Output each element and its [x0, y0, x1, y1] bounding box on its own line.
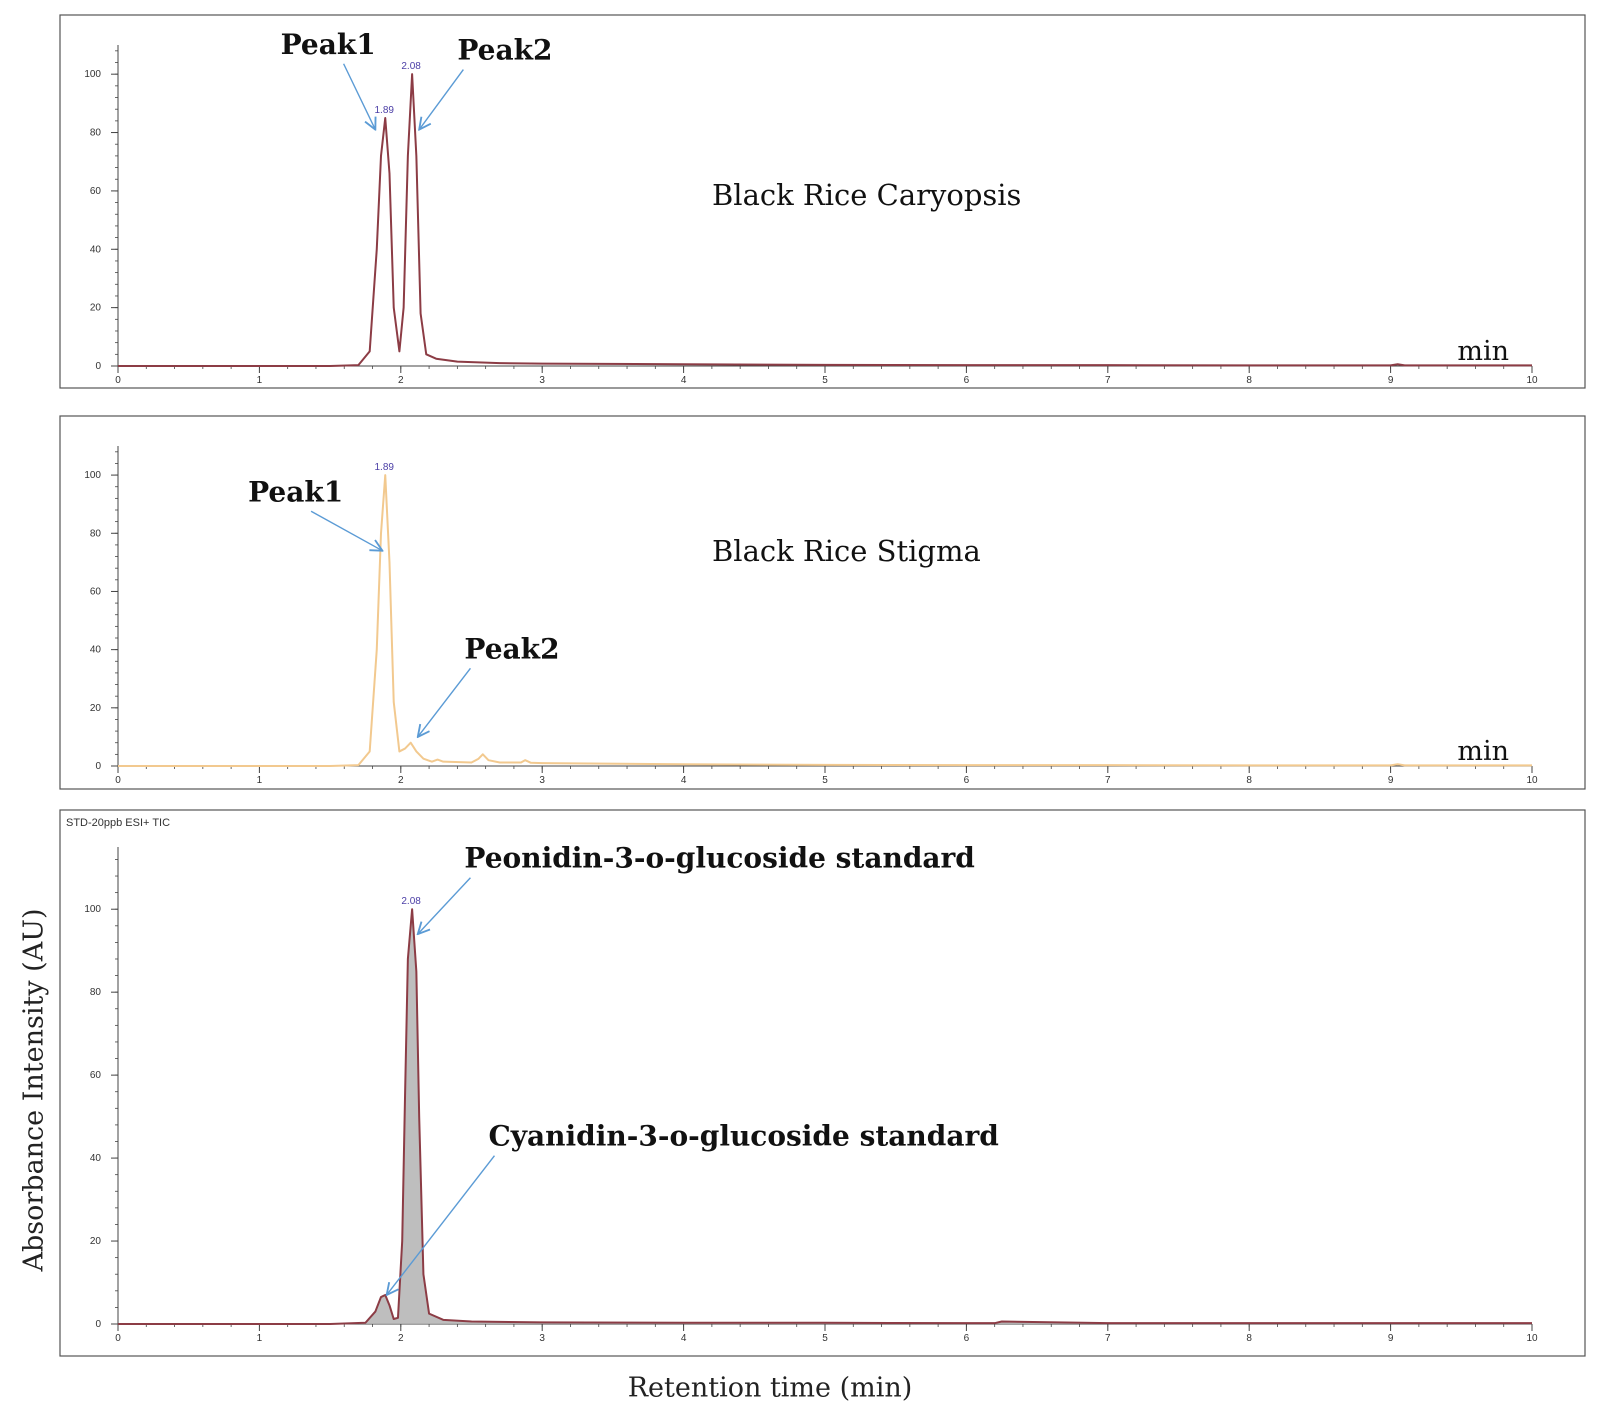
panel-frame — [59, 14, 1586, 389]
y-tick-label: 20 — [90, 1236, 102, 1247]
y-tick-label: 0 — [95, 1319, 101, 1330]
x-tick-label: 7 — [1105, 775, 1111, 786]
x-tick-label: 2 — [398, 775, 404, 786]
y-tick-label: 20 — [90, 303, 102, 314]
x-tick-label: 5 — [822, 375, 828, 386]
annotation-arrow — [419, 69, 464, 130]
y-tick-label: 100 — [84, 69, 101, 80]
panel-title: Black Rice Caryopsis — [712, 178, 1021, 212]
x-tick-label: 2 — [398, 375, 404, 386]
x-tick-label: 10 — [1526, 1333, 1538, 1344]
y-tick-label: 20 — [90, 703, 102, 714]
x-tick-label: 1 — [257, 775, 263, 786]
annotation-arrow — [418, 877, 471, 934]
panel-frame — [59, 415, 1586, 790]
y-tick-label: 80 — [90, 987, 102, 998]
y-tick-label: 0 — [95, 761, 101, 772]
x-tick-label: 1 — [257, 1333, 263, 1344]
peak-rt-label: 1.89 — [375, 105, 395, 116]
x-tick-label: 2 — [398, 1333, 404, 1344]
y-tick-label: 40 — [90, 645, 102, 656]
panel-3: 0 1 2 3 4 5 6 7 8 9 100204060801002.08Peonidin-3-o… — [59, 809, 1586, 1357]
peak-annotation: Peak1 — [281, 28, 376, 61]
peak-annotation: Peonidin-3-o-glucoside standard — [464, 842, 974, 875]
y-tick-label: 60 — [90, 586, 102, 597]
annotation-arrow — [418, 667, 471, 737]
x-tick-label: 7 — [1105, 1333, 1111, 1344]
y-tick-label: 60 — [90, 186, 102, 197]
y-tick-label: 100 — [84, 470, 101, 481]
y-tick-label: 80 — [90, 128, 102, 139]
x-tick-label: 4 — [681, 1333, 687, 1344]
y-tick-label: 40 — [90, 1153, 102, 1164]
x-tick-label: 6 — [964, 1333, 970, 1344]
y-tick-label: 0 — [95, 361, 101, 372]
x-tick-label: 0 — [115, 375, 121, 386]
peak-rt-label: 2.08 — [401, 61, 421, 72]
panel-header: STD-20ppb ESI+ TIC — [66, 817, 170, 829]
panel-frame — [59, 809, 1586, 1357]
x-tick-label: 8 — [1246, 1333, 1252, 1344]
x-tick-label: 5 — [822, 1333, 828, 1344]
peak-rt-label: 2.08 — [401, 896, 421, 907]
x-tick-label: 4 — [681, 775, 687, 786]
y-tick-label: 80 — [90, 528, 102, 539]
annotation-arrow — [387, 1155, 496, 1295]
x-tick-label: 10 — [1526, 775, 1538, 786]
x-tick-label: 3 — [539, 375, 545, 386]
annotation-arrow — [310, 510, 382, 550]
x-axis-label: Retention time (min) — [627, 1372, 913, 1404]
x-tick-label: 8 — [1246, 775, 1252, 786]
y-tick-label: 40 — [90, 244, 102, 255]
peak-annotation: Cyanidin-3-o-glucoside standard — [488, 1120, 998, 1153]
x-tick-label: 3 — [539, 1333, 545, 1344]
x-tick-label: 8 — [1246, 375, 1252, 386]
peak-annotation: Peak1 — [248, 475, 343, 508]
y-axis-label: Absorbance Intensity (AU) — [18, 908, 50, 1272]
peak-rt-label: 1.89 — [375, 462, 395, 473]
panel-title: Black Rice Stigma — [712, 534, 981, 568]
x-tick-label: 9 — [1388, 775, 1394, 786]
x-tick-label: 0 — [115, 775, 121, 786]
x-tick-label: 0 — [115, 1333, 121, 1344]
y-tick-label: 60 — [90, 1070, 102, 1081]
series-line — [118, 908, 1532, 1325]
annotation-arrow — [342, 63, 376, 130]
peak-annotation: Peak2 — [464, 632, 559, 665]
series-line — [118, 73, 1532, 367]
x-unit-label: min — [1457, 736, 1509, 767]
x-tick-label: 10 — [1526, 375, 1538, 386]
x-unit-label: min — [1457, 336, 1509, 367]
y-tick-label: 100 — [84, 904, 101, 915]
x-tick-label: 1 — [257, 375, 263, 386]
panel-2: 0 1 2 3 4 5 6 7 8 9 100204060801001.89Peak1Peak2Bl… — [59, 415, 1586, 790]
x-tick-label: 6 — [964, 375, 970, 386]
x-tick-label: 4 — [681, 375, 687, 386]
series-line — [118, 474, 1532, 767]
x-tick-label: 9 — [1388, 1333, 1394, 1344]
x-tick-label: 3 — [539, 775, 545, 786]
x-tick-label: 6 — [964, 775, 970, 786]
peak-annotation: Peak2 — [457, 34, 552, 67]
x-tick-label: 7 — [1105, 375, 1111, 386]
x-tick-label: 5 — [822, 775, 828, 786]
x-tick-label: 9 — [1388, 375, 1394, 386]
